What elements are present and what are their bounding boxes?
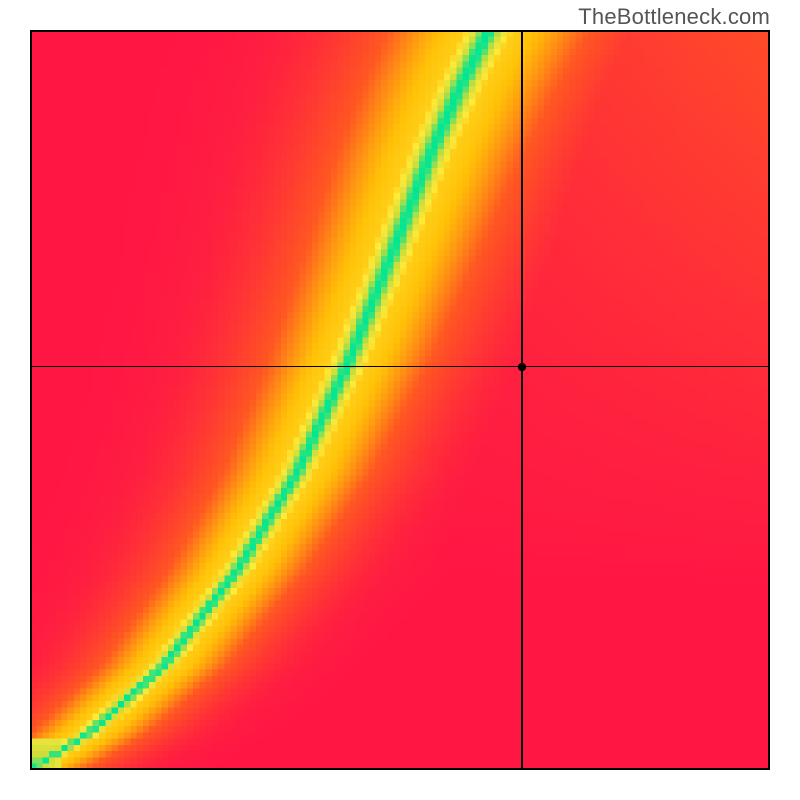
figure-container: TheBottleneck.com [0,0,800,800]
crosshair-horizontal [30,366,770,368]
watermark-text: TheBottleneck.com [578,4,770,30]
crosshair-marker [517,362,527,372]
plot-border [30,30,770,770]
crosshair-vertical [521,30,523,770]
